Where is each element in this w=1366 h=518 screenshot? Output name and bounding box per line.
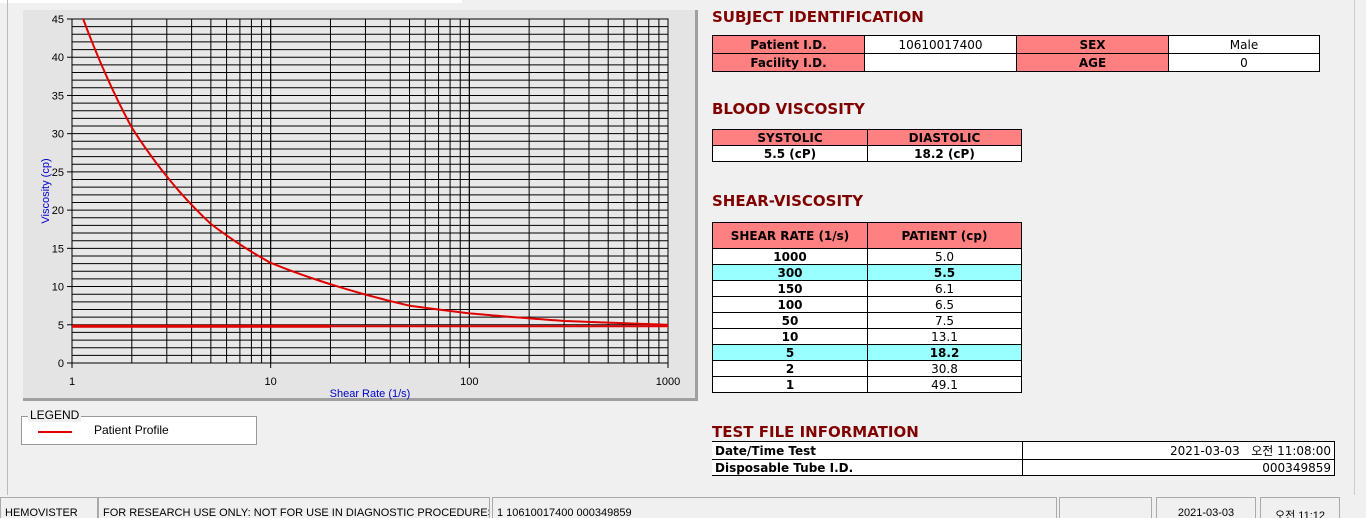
patient-profile-curve	[82, 19, 668, 326]
viscosity-chart: 0 5 10 15 20 25 30 35 40 45 1 10 100 1000 Shear Rate (…	[40, 14, 680, 400]
shear-rate: 50	[712, 312, 868, 329]
y-tick-label: 40	[52, 52, 64, 64]
y-tick-label: 20	[52, 205, 64, 217]
blood-table: SYSTOLIC DIASTOLIC 5.5 (cP) 18.2 (cP)	[712, 129, 1022, 162]
status-date: 2021-03-03	[1156, 497, 1256, 518]
blood-title: BLOOD VISCOSITY	[712, 100, 865, 118]
shear-rate: 10	[712, 328, 868, 345]
status-file: 1 10610017400 000349859	[492, 497, 1057, 518]
shear-rate-header: SHEAR RATE (1/s)	[712, 222, 868, 249]
legend-line-icon	[38, 431, 72, 433]
age-label: AGE	[1016, 53, 1169, 72]
shear-rate: 1	[712, 376, 868, 393]
y-axis-label: Viscosity (cp)	[40, 158, 52, 223]
shear-rate: 150	[712, 280, 868, 297]
patient-value: 30.8	[867, 360, 1022, 377]
tube-value: 000349859	[1021, 459, 1335, 476]
shear-row: 1000 5.0	[712, 248, 1022, 265]
facility-label: Facility I.D.	[712, 53, 865, 72]
x-tick-label: 10	[265, 376, 277, 388]
patient-value: 18.2	[867, 344, 1022, 361]
shear-row: 1 49.1	[712, 376, 1022, 393]
shear-rate: 5	[712, 344, 868, 361]
y-tick-label: 0	[58, 358, 64, 370]
status-time: 오전 11:12	[1260, 497, 1340, 518]
sex-label: SEX	[1016, 35, 1169, 54]
scrollbar[interactable]	[1354, 0, 1366, 495]
legend: LEGEND Patient Profile	[21, 408, 257, 445]
tube-label: Disposable Tube I.D.	[712, 459, 1023, 476]
facility	[864, 53, 1017, 72]
y-tick-label: 5	[58, 320, 64, 332]
shear-row: 5 18.2	[712, 344, 1022, 361]
testfile-title: TEST FILE INFORMATION	[712, 423, 919, 441]
patient-value: 13.1	[867, 328, 1022, 345]
status-app: HEMOVISTER	[0, 497, 98, 518]
subject-table: Patient I.D. 10610017400 SEX Male Facility …	[712, 35, 1320, 72]
shear-row: 2 30.8	[712, 360, 1022, 377]
shear-rate: 2	[712, 360, 868, 377]
top-strip	[0, 0, 462, 3]
diastolic-label: DIASTOLIC	[867, 129, 1022, 146]
x-tick-label: 100	[460, 376, 478, 388]
patient-value: 7.5	[867, 312, 1022, 329]
status-bar: HEMOVISTER FOR RESEARCH USE ONLY: NOT FO…	[0, 496, 1366, 518]
shear-rate: 100	[712, 296, 868, 313]
y-tick-label: 15	[52, 243, 64, 255]
x-tick-label: 1000	[656, 376, 680, 388]
x-tick-label: 1	[69, 376, 75, 388]
legend-item: Patient Profile	[94, 423, 169, 437]
patient-value: 5.5	[867, 264, 1022, 281]
datetime-label: Date/Time Test	[712, 441, 1023, 460]
shear-row: 300 5.5	[712, 264, 1022, 281]
plot-area	[71, 18, 669, 364]
diastolic-value: 18.2 (cP)	[867, 145, 1022, 162]
patient-value: 6.5	[867, 296, 1022, 313]
patient-id: 10610017400	[864, 35, 1017, 54]
shear-title: SHEAR-VISCOSITY	[712, 192, 864, 210]
legend-title: LEGEND	[28, 408, 82, 422]
testfile-table: Date/Time Test 2021-03-03 오전 11:08:00 Dis…	[712, 441, 1335, 476]
shear-row: 10 13.1	[712, 328, 1022, 345]
left-border	[7, 0, 8, 495]
age: 0	[1168, 53, 1320, 72]
patient-value: 49.1	[867, 376, 1022, 393]
patient-header: PATIENT (cp)	[867, 222, 1022, 249]
x-axis-label: Shear Rate (1/s)	[330, 388, 411, 400]
status-empty	[1059, 497, 1152, 518]
shear-row: 150 6.1	[712, 280, 1022, 297]
datetime-value: 2021-03-03 오전 11:08:00	[1021, 441, 1335, 460]
sex: Male	[1168, 35, 1320, 54]
y-tick-label: 45	[52, 14, 64, 26]
y-tick-label: 10	[52, 282, 64, 294]
patient-id-label: Patient I.D.	[712, 35, 865, 54]
patient-value: 5.0	[867, 248, 1022, 265]
systolic-value: 5.5 (cP)	[712, 145, 868, 162]
shear-row: 50 7.5	[712, 312, 1022, 329]
shear-row: 100 6.5	[712, 296, 1022, 313]
systolic-label: SYSTOLIC	[712, 129, 868, 146]
y-tick-label: 30	[52, 129, 64, 141]
patient-value: 6.1	[867, 280, 1022, 297]
y-tick-label: 25	[52, 167, 64, 179]
shear-rate: 300	[712, 264, 868, 281]
subject-title: SUBJECT IDENTIFICATION	[712, 8, 924, 26]
shear-table: SHEAR RATE (1/s) PATIENT (cp) 1000 5.0 300 5…	[712, 222, 1022, 393]
y-tick-label: 35	[52, 90, 64, 102]
status-notice: FOR RESEARCH USE ONLY: NOT FOR USE IN DI…	[98, 497, 490, 518]
shear-rate: 1000	[712, 248, 868, 265]
